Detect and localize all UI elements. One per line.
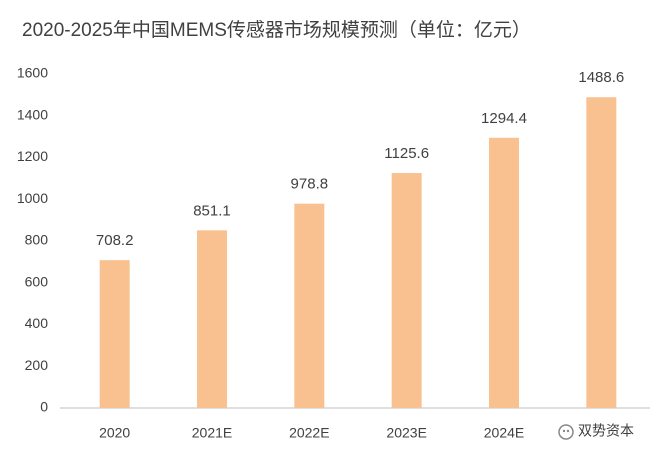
bar <box>197 230 227 408</box>
value-label: 851.1 <box>193 202 231 219</box>
watermark-icon <box>558 424 574 440</box>
value-label: 978.8 <box>291 176 329 193</box>
y-tick-label: 200 <box>25 357 49 373</box>
x-tick-label: 2021E <box>192 425 232 441</box>
value-label: 1294.4 <box>481 110 527 127</box>
value-label: 1125.6 <box>384 145 429 162</box>
y-tick-label: 400 <box>25 315 49 331</box>
y-tick-label: 1000 <box>17 190 48 206</box>
bar <box>294 203 325 408</box>
bar <box>99 260 130 408</box>
y-tick-label: 600 <box>25 273 49 289</box>
watermark-icon-ring <box>558 424 574 440</box>
x-tick-label: 2024E <box>484 425 524 441</box>
value-label: 1488.6 <box>578 69 624 86</box>
bar <box>489 137 519 408</box>
y-tick-label: 0 <box>40 399 48 415</box>
y-tick-label: 800 <box>25 232 49 248</box>
y-tick-label: 1600 <box>17 65 48 81</box>
x-tick-label: 2020 <box>99 425 130 441</box>
watermark: 双势资本 <box>578 423 634 439</box>
x-tick-label: 2023E <box>386 425 426 441</box>
y-tick-label: 1200 <box>17 148 48 164</box>
watermark-icon-dot <box>566 429 570 433</box>
chart-title: 2020-2025年中国MEMS传感器市场规模预测（单位：亿元） <box>22 19 531 41</box>
bar <box>586 97 617 408</box>
y-tick-label: 1400 <box>17 106 48 122</box>
value-label: 708.2 <box>96 232 134 249</box>
watermark-icon-dot <box>562 429 566 433</box>
x-tick-label: 2022E <box>289 425 329 441</box>
bar <box>391 173 422 408</box>
